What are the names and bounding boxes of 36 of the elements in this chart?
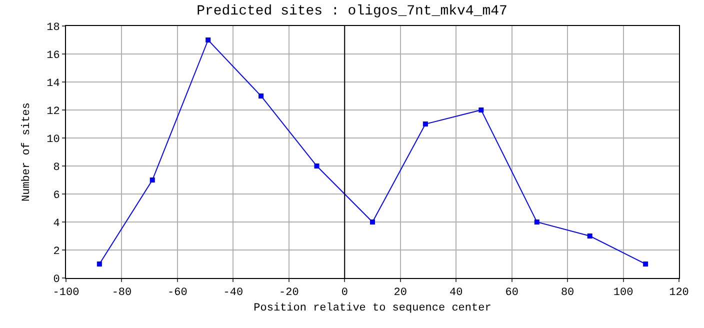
chart-title: Predicted sites : oligos_7nt_mkv4_m47 — [196, 4, 508, 20]
point — [96, 262, 102, 266]
point — [370, 220, 375, 224]
y-tick-label: 8 — [53, 162, 60, 174]
x-tick-label: -100 — [52, 287, 80, 300]
y-tick-label: 18 — [46, 22, 60, 34]
x-tick-label: 0 — [341, 287, 348, 300]
x-tick-label: -80 — [112, 287, 132, 300]
x-tick-label: 40 — [449, 287, 463, 300]
y-tick-label: 10 — [46, 134, 60, 146]
y-tick-label: 4 — [53, 218, 60, 230]
point — [258, 94, 264, 98]
x-tick-label: -40 — [223, 287, 244, 300]
point — [478, 108, 484, 112]
point — [643, 262, 648, 266]
y-tick-label: 0 — [53, 274, 60, 286]
x-tick-label: 20 — [394, 287, 407, 300]
x-tick-label: 60 — [505, 287, 518, 300]
x-axis-title: Position relative to sequence center — [254, 302, 492, 314]
x-tick-label: 100 — [613, 287, 634, 300]
point — [206, 38, 211, 42]
x-tick-label: -20 — [279, 287, 299, 300]
point — [534, 220, 540, 224]
y-tick-label: 12 — [46, 106, 60, 118]
point — [314, 164, 320, 168]
point — [150, 178, 155, 182]
y-tick-label: 16 — [46, 50, 60, 62]
point — [587, 234, 592, 238]
x-tick-label: 120 — [669, 287, 689, 300]
x-tick-label: -60 — [168, 287, 188, 300]
x-tick-label: 80 — [560, 287, 574, 300]
y-tick-label: 6 — [53, 190, 60, 202]
y-axis-title: Number of sites — [21, 102, 34, 202]
point — [422, 122, 428, 126]
y-tick-label: 14 — [46, 78, 60, 90]
y-tick-label: 2 — [53, 246, 60, 258]
